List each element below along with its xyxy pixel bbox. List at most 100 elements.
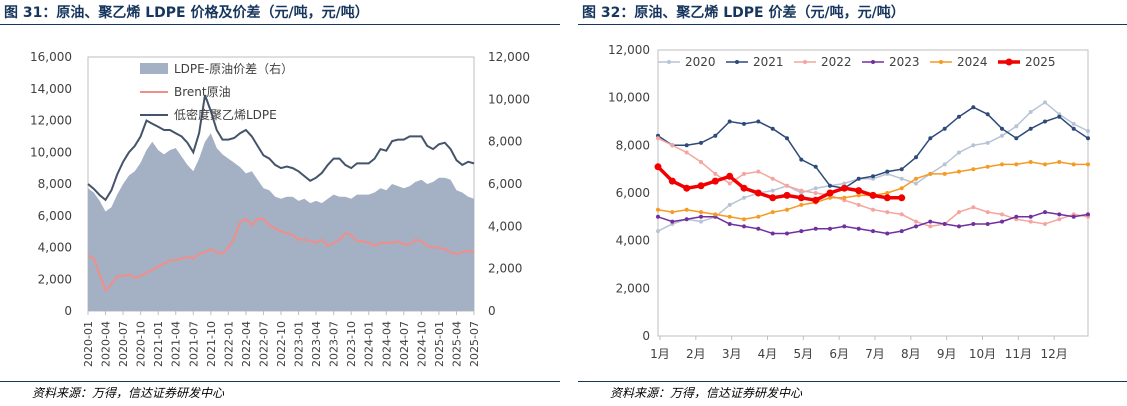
y-tick-label: 4,000 (616, 234, 650, 248)
series-point-2024 (670, 210, 675, 215)
x-tick-label: 12月 (1041, 347, 1068, 361)
x-tick-label: 2024-04 (380, 321, 393, 367)
series-point-2024 (727, 214, 732, 219)
x-tick-label: 2025-01 (433, 321, 446, 367)
series-point-2022 (885, 210, 890, 215)
series-point-2021 (770, 126, 775, 131)
series-point-2021 (727, 119, 732, 124)
figure-31-title: 图 31：原油、聚乙烯 LDPE 价格及价差（元/吨，元/吨） (4, 5, 369, 21)
y-tick-label: 8,000 (616, 138, 650, 152)
series-point-2025 (711, 177, 719, 185)
series-point-2025 (812, 196, 820, 204)
series-point-2020 (813, 186, 818, 191)
series-point-2022 (770, 176, 775, 181)
series-point-2022 (971, 205, 976, 210)
series-point-2023 (1086, 212, 1090, 217)
series-point-2024 (985, 164, 990, 169)
series-point-2021 (1028, 126, 1033, 131)
series-point-2024 (914, 176, 918, 181)
x-tick-label: 2020-10 (135, 321, 148, 367)
series-point-2025 (855, 187, 863, 195)
series-point-2021 (742, 121, 746, 126)
y-left-tick-label: 8,000 (38, 177, 72, 191)
series-point-2020 (942, 162, 947, 167)
series-point-2022 (1028, 219, 1033, 224)
series-point-2023 (756, 226, 761, 231)
legend-label-2023: 2023 (889, 55, 920, 69)
x-tick-label: 2021-04 (170, 321, 183, 367)
series-point-2023 (1071, 214, 1076, 219)
figure-32-bottom-rule (578, 381, 1127, 382)
x-tick-label: 2020-01 (82, 321, 95, 367)
series-point-2021 (684, 143, 689, 148)
x-tick-label: 6月 (829, 347, 849, 361)
x-tick-label: 3月 (722, 347, 742, 361)
series-point-2025 (898, 194, 906, 202)
figure-31-source: 资料来源：万得，信达证券研发中心 (32, 386, 225, 400)
series-point-2023 (742, 224, 746, 229)
y-left-tick-label: 0 (64, 304, 72, 318)
series-point-2020 (742, 195, 746, 200)
series-point-2020 (1043, 100, 1047, 105)
series-point-2022 (813, 191, 818, 195)
series-point-2023 (928, 219, 933, 224)
x-tick-label: 2024-10 (415, 321, 428, 367)
y-right-tick-label: 4,000 (488, 219, 522, 233)
legend-label-2024: 2024 (957, 55, 988, 69)
figure-32-top-rule (578, 24, 1127, 25)
series-point-2023 (828, 226, 832, 231)
x-tick-label: 2023-10 (345, 321, 358, 367)
series-point-2021 (713, 133, 718, 138)
series-point-2022 (985, 210, 990, 215)
series-point-2023 (799, 229, 804, 234)
legend-label-ldpe: 低密度聚乙烯LDPE (174, 107, 277, 122)
series-point-2020 (914, 181, 918, 186)
series-point-2021 (1043, 119, 1047, 124)
y-tick-label: 10,000 (608, 91, 650, 105)
x-tick-label: 2023-07 (328, 321, 341, 367)
series-point-2021 (899, 167, 904, 172)
series-point-2021 (756, 119, 761, 124)
series-point-2020 (985, 140, 990, 145)
series-point-2023 (899, 229, 904, 234)
series-point-2021 (871, 174, 875, 179)
series-point-2024 (957, 169, 961, 174)
series-point-2021 (985, 112, 990, 117)
chart-32: 0 2,000 4,000 6,000 8,000 10,000 12,000 1月 2月 3月 4… (608, 43, 1090, 361)
x-tick-label: 8月 (901, 347, 921, 361)
series-point-2024 (785, 207, 789, 212)
y-right-tick-label: 8,000 (488, 135, 522, 149)
series-point-2024 (928, 171, 933, 176)
legend-label-2020: 2020 (685, 55, 716, 69)
y-left-tick-label: 14,000 (30, 82, 72, 96)
y-right-tick-label: 10,000 (488, 92, 530, 106)
figure-32-panel: 图 32：原油、聚乙烯 LDPE 价差（元/吨，元/吨） 0 2,000 4,000… (578, 0, 1127, 406)
x-tick-label: 2022-01 (222, 321, 235, 367)
legend-marker-2021 (735, 60, 739, 64)
figure-31-panel: 图 31：原油、聚乙烯 LDPE 价格及价差（元/吨，元/吨） 0 2,000 4,… (0, 0, 560, 406)
series-point-2025 (783, 191, 791, 199)
x-tick-label: 7月 (865, 347, 885, 361)
x-tick-label: 4月 (758, 347, 778, 361)
series-point-2025 (740, 184, 748, 192)
series-point-2024 (770, 210, 775, 215)
series-point-2024 (684, 207, 689, 212)
y-left-tick-label: 2,000 (38, 272, 72, 286)
series-point-2024 (971, 167, 976, 172)
series-point-2022 (1043, 222, 1047, 226)
series-point-2023 (885, 231, 890, 236)
series-point-2024 (1014, 162, 1019, 167)
x-tick-label: 2020-07 (117, 321, 130, 367)
series-point-2025 (754, 189, 762, 197)
series-point-2024 (799, 202, 804, 207)
legend-label-spread: LDPE-原油价差（右） (174, 61, 293, 76)
series-point-2021 (928, 136, 933, 141)
series-point-2020 (1071, 121, 1076, 126)
series-point-2022 (899, 212, 904, 217)
series-point-2023 (1014, 214, 1019, 219)
y-left-tick-label: 6,000 (38, 209, 72, 223)
legend-swatch-spread (140, 63, 168, 74)
series-point-2020 (770, 188, 775, 193)
x-tick-label: 2023-01 (293, 321, 306, 367)
series-point-2023 (727, 222, 732, 226)
